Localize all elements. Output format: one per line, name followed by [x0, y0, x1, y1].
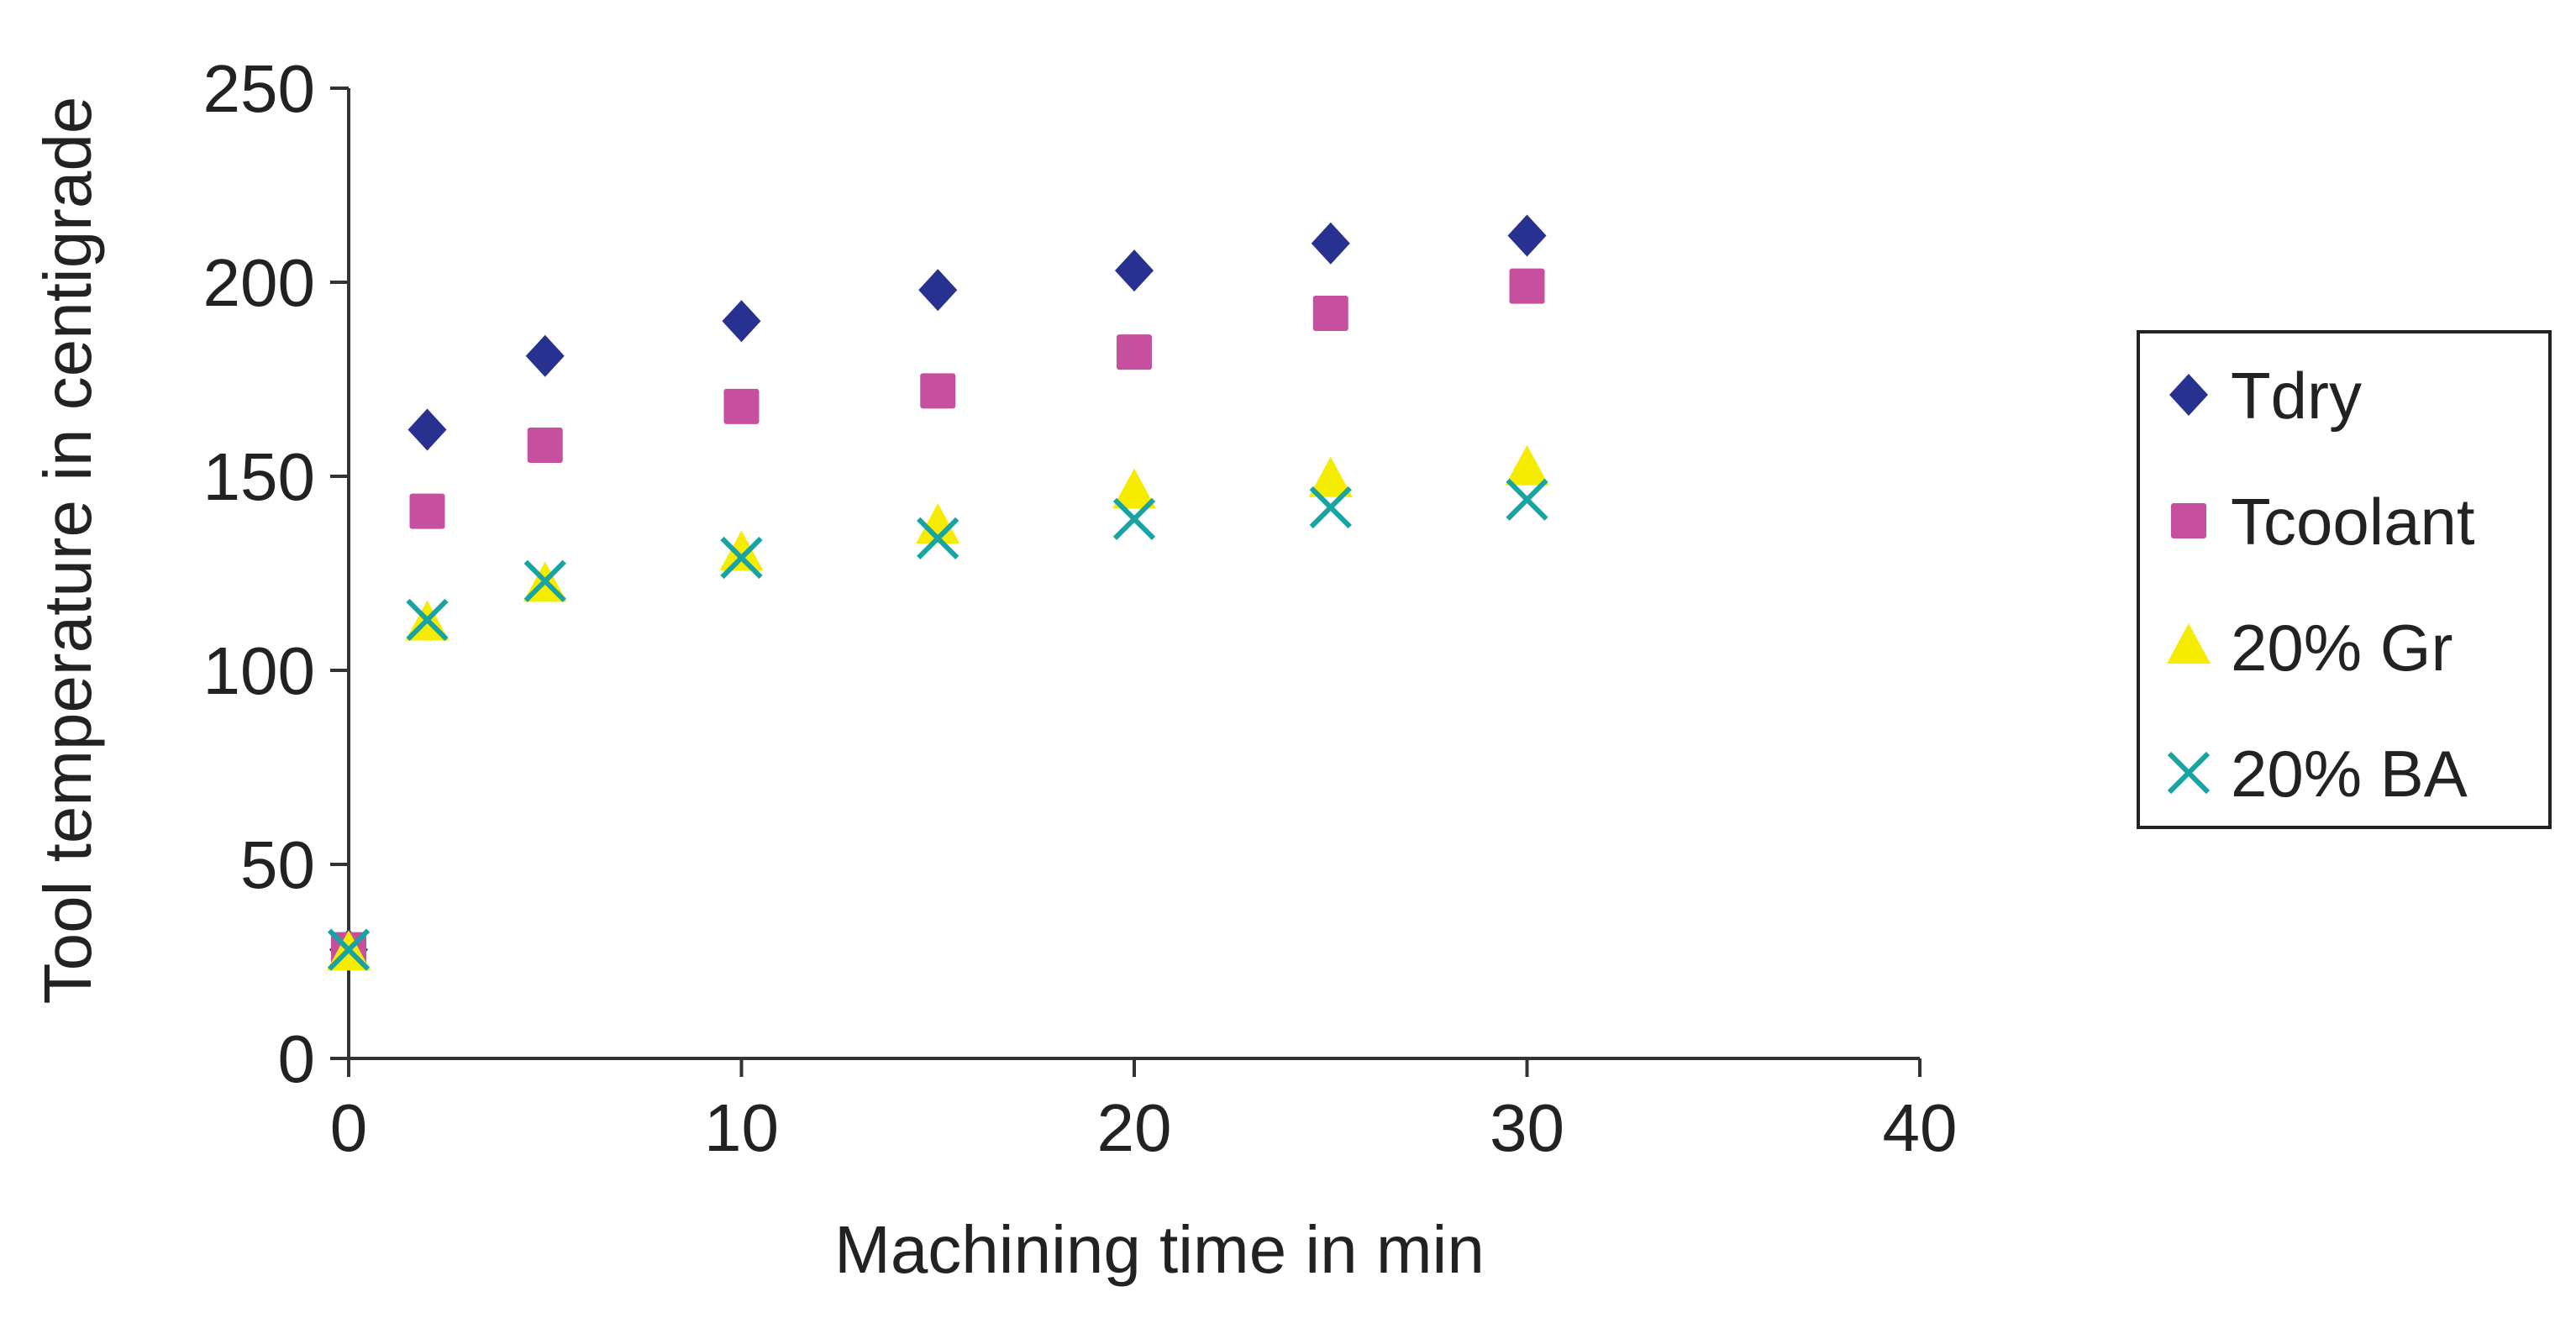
- x-tick-label: 0: [330, 1090, 368, 1165]
- x-tick-label: 40: [1883, 1090, 1958, 1165]
- data-point-tcoolant: [723, 388, 760, 424]
- data-point-tcoolant: [1509, 268, 1545, 304]
- data-point-20-gr: [719, 530, 764, 571]
- data-point-tcoolant: [920, 373, 956, 409]
- legend-marker-20-gr: [2167, 623, 2211, 664]
- x-marker-stroke: [1506, 478, 1548, 521]
- data-points: [327, 214, 1549, 971]
- tick-labels: 0 50 100 150 200 250 0 10 20 30 40: [203, 51, 1958, 1165]
- y-tick-label: 200: [203, 245, 315, 320]
- x-tick-label: 10: [704, 1090, 779, 1165]
- data-point-20-ba: [406, 598, 449, 642]
- data-point-tdry: [1115, 249, 1154, 292]
- data-point-20-gr: [1505, 444, 1549, 486]
- y-axis-label: Tool temperature in centigrade: [30, 97, 105, 1005]
- legend-label-tcoolant: Tcoolant: [2231, 485, 2475, 559]
- data-point-tcoolant: [527, 428, 563, 464]
- data-point-20-gr: [1112, 468, 1156, 509]
- data-point-tcoolant: [409, 493, 445, 529]
- y-tick-label: 0: [278, 1021, 316, 1096]
- x-marker-stroke: [917, 517, 959, 560]
- legend-label-20-ba: 20% BA: [2231, 737, 2468, 811]
- y-tick-label: 50: [240, 827, 315, 902]
- x-marker-stroke: [327, 928, 371, 971]
- legend-marker-tdry: [2169, 374, 2208, 416]
- x-axis-label: Machining time in min: [834, 1212, 1485, 1287]
- y-tick-label: 100: [203, 633, 315, 708]
- y-tick-label: 250: [203, 51, 315, 126]
- legend-label-20-gr: 20% Gr: [2231, 611, 2452, 685]
- data-point-tdry: [1507, 214, 1547, 257]
- axes: [330, 87, 1921, 1077]
- data-point-20-ba: [1309, 486, 1352, 529]
- x-marker-stroke: [1112, 497, 1156, 540]
- data-point-tdry: [525, 334, 565, 377]
- data-point-tcoolant: [1312, 295, 1348, 331]
- data-point-tcoolant: [1117, 334, 1152, 370]
- x-marker-stroke: [720, 536, 763, 580]
- y-tick-label: 150: [203, 439, 315, 514]
- data-point-20-gr: [916, 503, 960, 544]
- x-marker-stroke: [2167, 751, 2211, 795]
- data-point-tdry: [1311, 222, 1350, 265]
- x-marker-stroke: [523, 559, 566, 602]
- data-point-20-ba: [1506, 478, 1548, 521]
- data-point-20-ba: [720, 536, 763, 580]
- data-point-20-ba: [327, 928, 371, 971]
- legend-label-tdry: Tdry: [2231, 359, 2362, 433]
- data-point-20-ba: [1112, 497, 1156, 540]
- x-marker-stroke: [1309, 486, 1352, 529]
- data-point-20-ba: [523, 559, 566, 602]
- x-marker-stroke: [406, 598, 449, 642]
- legend-marker-tcoolant: [2171, 503, 2206, 538]
- legend-box: [2137, 330, 2552, 829]
- legend-marker-20-ba: [2167, 751, 2211, 795]
- data-point-tdry: [407, 408, 447, 451]
- data-point-20-gr: [1308, 456, 1353, 497]
- x-tick-label: 30: [1490, 1090, 1564, 1165]
- data-point-tdry: [722, 300, 761, 343]
- x-tick-label: 20: [1097, 1090, 1172, 1165]
- data-point-tdry: [918, 269, 958, 312]
- data-point-20-ba: [917, 517, 959, 560]
- legend: Tdry Tcoolant 20% Gr 20% BA: [2137, 330, 2552, 829]
